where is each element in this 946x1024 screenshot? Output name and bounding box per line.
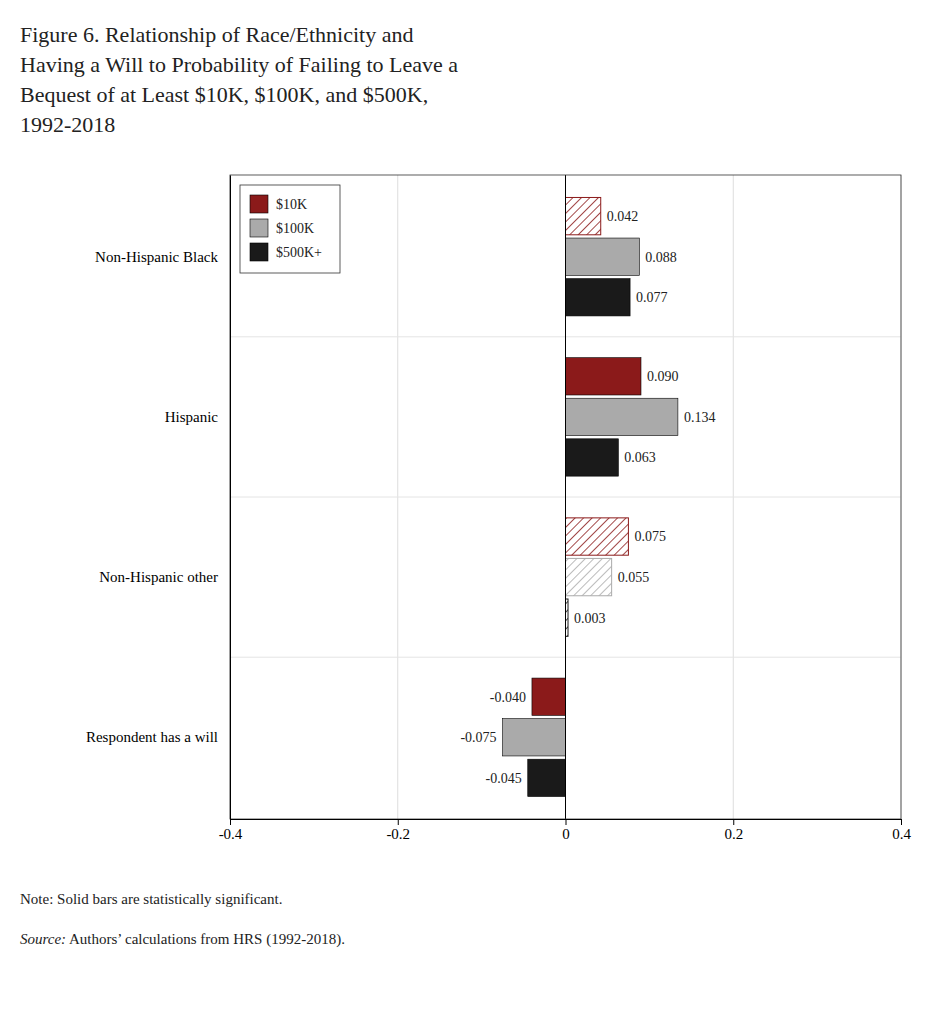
- legend-item: $500K+: [250, 243, 322, 261]
- x-tick: 0.4: [892, 819, 911, 842]
- x-tick-mark: [733, 819, 734, 825]
- legend: $10K $100K $500K+: [240, 185, 340, 273]
- data-label: 0.134: [684, 410, 716, 425]
- bar: [503, 719, 566, 756]
- bar: [566, 238, 640, 275]
- plot-frame: [230, 175, 901, 819]
- x-tick: 0: [562, 819, 570, 842]
- legend-swatch: [250, 243, 268, 261]
- x-axis: -0.4 -0.2 0 0.2 0.4: [219, 819, 912, 842]
- data-label: -0.075: [460, 730, 496, 745]
- data-labels: 0.042 0.090 0.075 -0.040 0.088 0.134 0.055 -0.0…: [460, 209, 715, 786]
- y-axis-line: [230, 176, 231, 820]
- legend-swatch: [250, 195, 268, 213]
- legend-swatch: [250, 219, 268, 237]
- x-tick-mark: [398, 819, 399, 825]
- source-label: Source:: [20, 931, 66, 947]
- y-axis: Non-Hispanic Black Hispanic Non-Hispanic o…: [86, 176, 231, 820]
- bar: [566, 279, 631, 316]
- bar: [532, 678, 566, 715]
- title: Figure 6. Relationship of Race/Ethnicity…: [20, 22, 458, 137]
- source: Source: Authors’ calculations from HRS (…: [20, 931, 345, 948]
- grid-line: [565, 175, 566, 819]
- category-label: Non-Hispanic other: [99, 569, 218, 585]
- bar: [528, 759, 566, 796]
- grid: [230, 175, 901, 819]
- y-tick: Hispanic: [165, 409, 230, 425]
- data-label: 0.063: [624, 450, 656, 465]
- data-label: 0.088: [645, 250, 677, 265]
- note: Note: Solid bars are statistically signi…: [20, 891, 282, 907]
- data-label: 0.055: [618, 570, 650, 585]
- y-tick: Non-Hispanic other: [99, 569, 230, 585]
- x-tick-label: -0.2: [386, 826, 410, 842]
- plot-background: [230, 175, 901, 819]
- legend-label: $100K: [276, 221, 314, 236]
- legend-label: $10K: [276, 197, 307, 212]
- zero-line: [565, 175, 566, 819]
- bar: [566, 558, 612, 595]
- x-tick: -0.4: [219, 819, 243, 842]
- bars: [503, 197, 678, 796]
- x-tick: -0.2: [386, 819, 410, 842]
- legend-label: $500K+: [276, 245, 322, 260]
- legend-item: $10K: [250, 195, 307, 213]
- bar: [566, 398, 678, 435]
- data-label: 0.003: [574, 611, 606, 626]
- x-tick-mark: [901, 819, 902, 825]
- source-text: Authors’ calculations from HRS (1992-201…: [66, 931, 345, 948]
- y-tick: Non-Hispanic Black: [95, 249, 230, 265]
- category-label: Respondent has a will: [86, 729, 218, 745]
- data-label: 0.090: [647, 369, 679, 384]
- bar: [566, 358, 641, 395]
- data-label: 0.075: [634, 529, 666, 544]
- x-tick-mark: [230, 819, 231, 825]
- data-label: 0.077: [636, 290, 668, 305]
- x-tick-label: 0.2: [724, 826, 743, 842]
- chart: Figure 6. Relationship of Race/Ethnicity…: [0, 0, 946, 1024]
- legend-item: $100K: [250, 219, 314, 237]
- y-tick: Respondent has a will: [86, 729, 230, 745]
- category-label: Hispanic: [165, 409, 219, 425]
- category-label: Non-Hispanic Black: [95, 249, 218, 265]
- legend-frame: [240, 185, 340, 273]
- x-tick-label: -0.4: [219, 826, 243, 842]
- x-axis-line: [231, 820, 902, 826]
- data-label: 0.042: [607, 209, 639, 224]
- x-tick-label: 0: [562, 826, 570, 842]
- bar: [566, 439, 619, 476]
- data-label: -0.040: [490, 690, 526, 705]
- x-tick: 0.2: [724, 819, 743, 842]
- plot: 0.042 0.090 0.075 -0.040 0.088 0.134 0.055 -0.0…: [86, 175, 911, 842]
- data-label: -0.045: [486, 771, 522, 786]
- x-tick-mark: [566, 819, 567, 825]
- bar: [566, 518, 629, 555]
- x-tick-label: 0.4: [892, 826, 911, 842]
- bar: [566, 197, 601, 234]
